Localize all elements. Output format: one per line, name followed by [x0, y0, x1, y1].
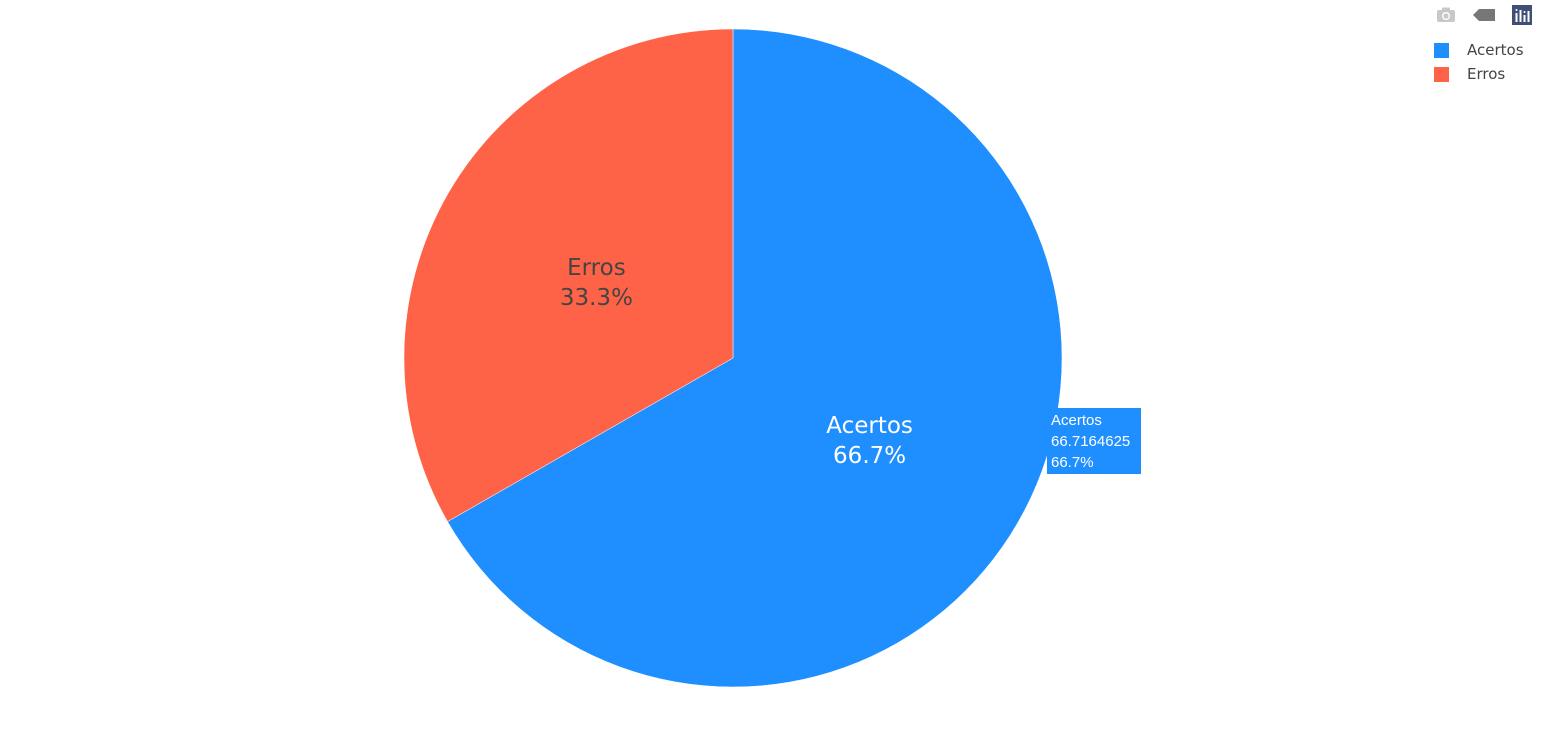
pie-slices — [403, 28, 1063, 688]
slice-percent-erros: 33.3% — [560, 285, 633, 311]
slice-label-erros: Erros — [567, 255, 626, 281]
legend-label-erros: Erros — [1467, 65, 1506, 83]
tag-icon — [1473, 9, 1495, 21]
hover-tooltip-label: Acertos — [1051, 412, 1102, 429]
pie-slice-labels: Acertos 66.7% Erros 33.3% — [560, 255, 913, 469]
chart-toolbar — [1432, 4, 1536, 26]
bar-chart-icon — [1512, 5, 1532, 25]
legend-item-acertos[interactable]: Acertos — [1434, 38, 1524, 62]
legend-item-erros[interactable]: Erros — [1434, 62, 1524, 86]
slice-percent-acertos: 66.7% — [833, 443, 906, 469]
hover-tooltip-value: 66.7164625 — [1051, 433, 1131, 450]
hover-tooltip-arrow — [1040, 434, 1047, 448]
legend: Acertos Erros — [1434, 38, 1524, 86]
pie-slice-acertos[interactable] — [447, 28, 1063, 688]
legend-swatch-acertos — [1434, 42, 1449, 58]
plotly-logo-button[interactable] — [1508, 4, 1536, 26]
slice-label-acertos: Acertos — [826, 413, 913, 439]
hover-tooltip: Acertos 66.7164625 66.7% — [1040, 408, 1141, 474]
legend-swatch-erros — [1434, 66, 1449, 82]
download-plot-button[interactable] — [1432, 4, 1460, 26]
pie-slice-erros[interactable] — [403, 28, 734, 522]
toggle-hover-button[interactable] — [1470, 4, 1498, 26]
hover-tooltip-percent: 66.7% — [1051, 454, 1094, 471]
legend-label-acertos: Acertos — [1467, 41, 1524, 59]
camera-icon — [1437, 7, 1455, 22]
